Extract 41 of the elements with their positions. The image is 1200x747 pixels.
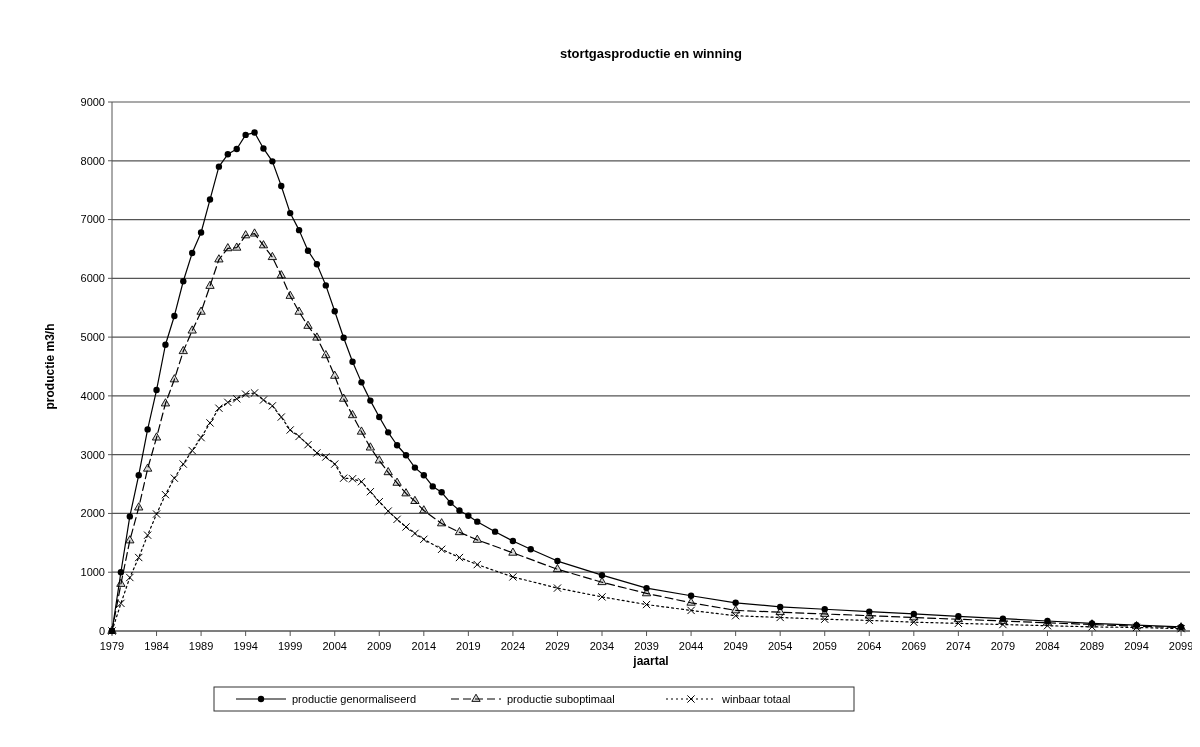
x-tick-label: 2059 <box>812 640 837 652</box>
y-tick-label: 2000 <box>80 507 105 520</box>
x-tick-label: 2074 <box>946 640 971 652</box>
x-tick-label: 1984 <box>144 640 169 652</box>
x-tick-label: 2034 <box>589 640 615 652</box>
y-tick-label: 9000 <box>80 95 105 108</box>
y-tick-label: 4000 <box>80 389 105 402</box>
x-tick-label: 1979 <box>99 640 125 652</box>
y-tick-label: 0 <box>98 624 105 637</box>
x-tick-label: 2094 <box>1124 640 1149 652</box>
x-tick-label: 1994 <box>233 640 258 652</box>
x-tick-label: 2044 <box>678 640 704 652</box>
x-tick-label: 2064 <box>857 640 882 652</box>
x-tick-label: 2054 <box>767 640 793 652</box>
x-tick-label: 2089 <box>1079 640 1105 652</box>
x-tick-label: 1999 <box>277 640 303 652</box>
x-tick-label: 2079 <box>990 640 1016 652</box>
y-tick-label: 5000 <box>80 330 105 343</box>
y-tick-label: 3000 <box>80 448 105 461</box>
x-tick-label: 2024 <box>500 640 526 652</box>
x-tick-label: 2099 <box>1168 640 1194 652</box>
legend-label: productie genormaliseerd <box>292 692 417 705</box>
legend-label: winbaar totaal <box>721 692 791 705</box>
chart-title: stortgasproductie en winning <box>559 46 743 61</box>
x-axis-title: jaartal <box>632 654 669 668</box>
y-tick-label: 1000 <box>80 566 105 579</box>
y-axis-title: productie m3/h <box>43 323 57 410</box>
x-tick-label: 2029 <box>545 640 570 652</box>
x-tick-label: 2084 <box>1035 640 1060 652</box>
x-tick-label: 2014 <box>411 640 437 652</box>
legend-label: productie suboptimaal <box>507 692 615 705</box>
x-tick-label: 2004 <box>322 640 347 652</box>
x-tick-label: 2019 <box>456 640 481 652</box>
y-tick-label: 6000 <box>80 272 105 285</box>
x-tick-label: 2009 <box>367 640 392 652</box>
x-tick-label: 1989 <box>188 640 214 652</box>
x-tick-label: 2039 <box>634 640 659 652</box>
x-tick-label: 2069 <box>901 640 927 652</box>
y-tick-label: 7000 <box>80 213 105 226</box>
y-tick-label: 8000 <box>80 154 105 167</box>
x-tick-label: 2049 <box>723 640 748 652</box>
